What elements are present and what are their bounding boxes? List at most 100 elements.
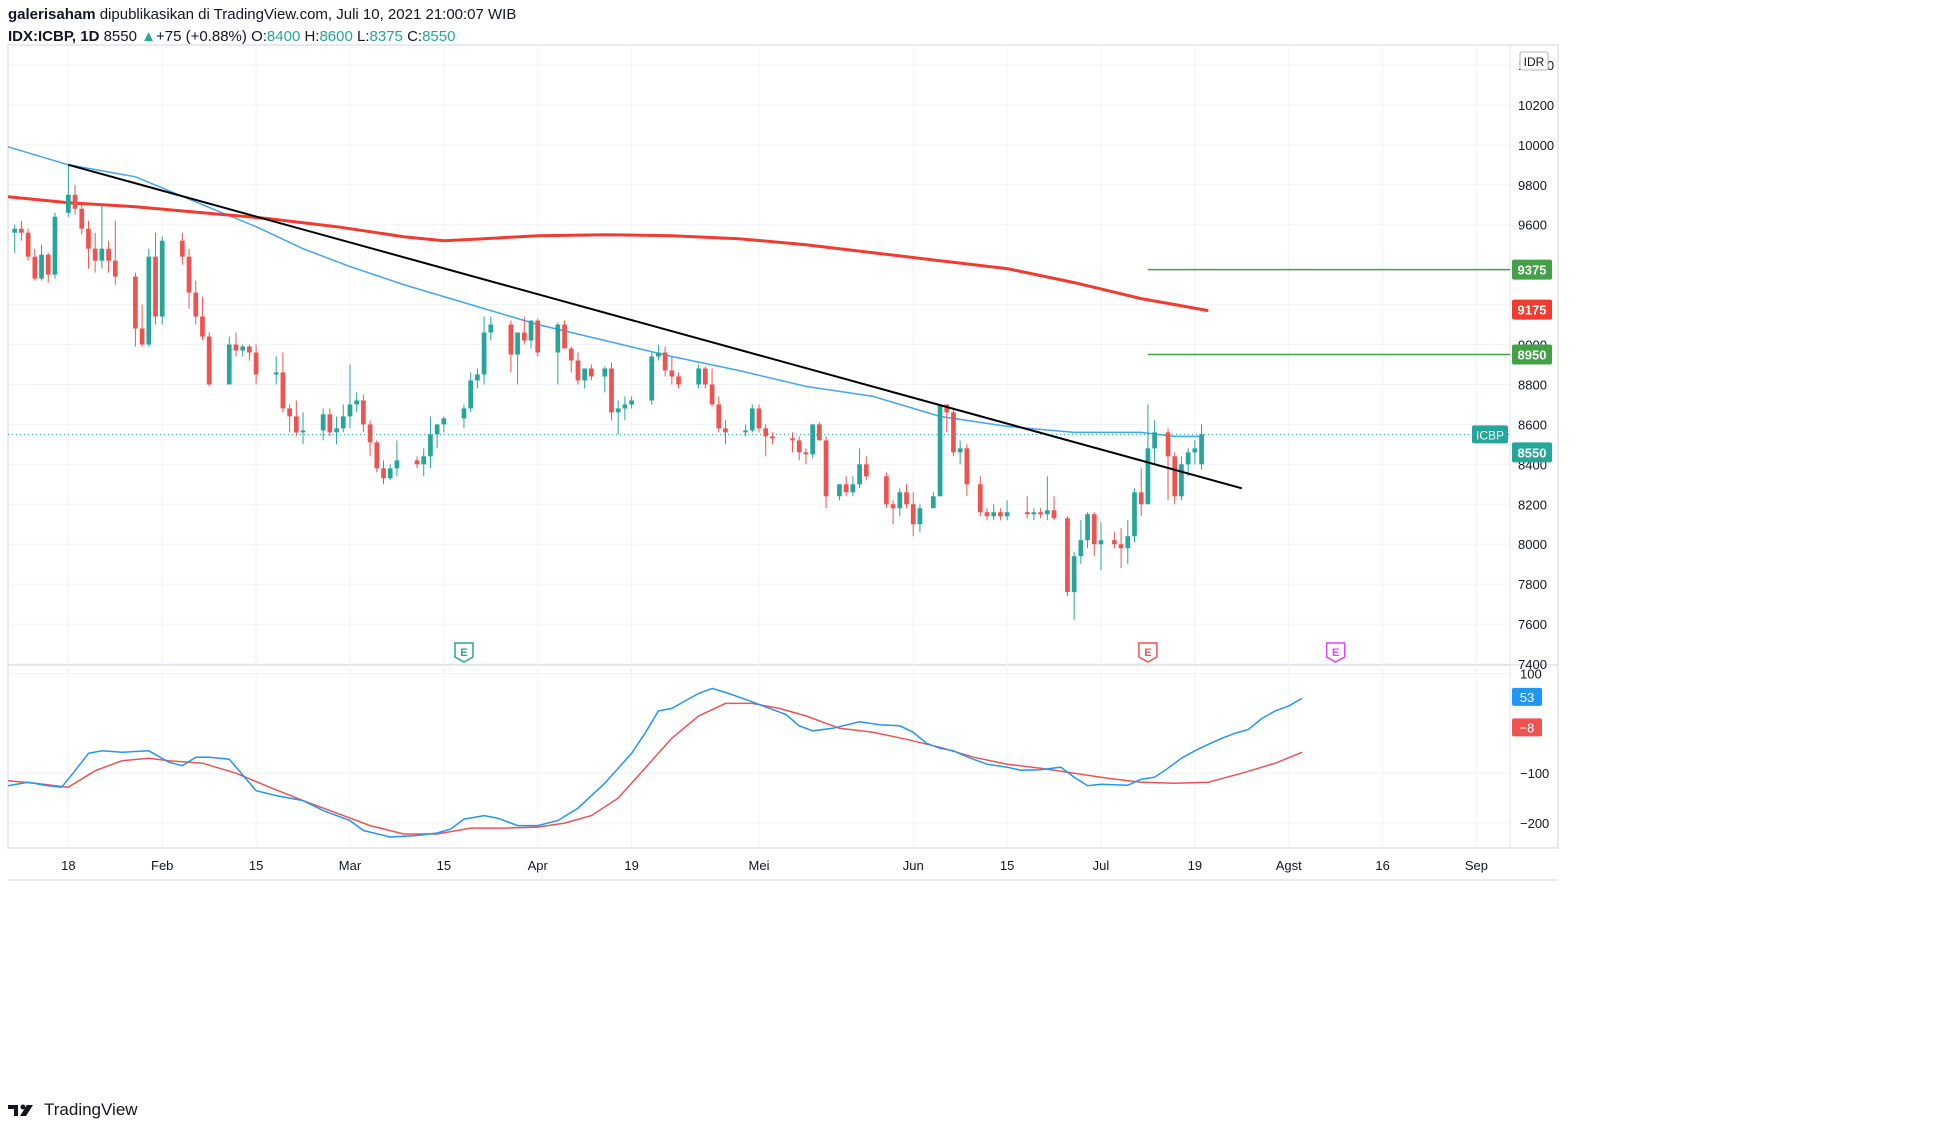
- candle-body: [226, 344, 232, 385]
- candle: [153, 232, 158, 325]
- candle-body: [1051, 510, 1057, 519]
- candle-body: [461, 408, 467, 419]
- candle: [535, 318, 541, 357]
- candle-body: [354, 400, 360, 405]
- osc-main-line: [7, 687, 1303, 838]
- candle: [1112, 532, 1117, 549]
- candle-body: [39, 254, 44, 279]
- candle-body: [562, 324, 567, 349]
- osc-tick-label: 100: [1520, 666, 1542, 681]
- candle: [179, 232, 185, 265]
- candle: [796, 436, 802, 461]
- candle: [206, 332, 212, 387]
- candle: [763, 424, 769, 457]
- price-badge-label: 9375: [1518, 263, 1547, 278]
- earnings-marker-icon: E: [454, 642, 474, 663]
- candle-body: [823, 440, 829, 497]
- price-badge-label: 9175: [1518, 303, 1547, 318]
- candle: [622, 396, 628, 421]
- candle: [287, 404, 292, 433]
- price-tick-label: 7400: [1518, 657, 1547, 672]
- time-tick-label: Feb: [151, 858, 173, 873]
- candle: [508, 320, 514, 373]
- candle: [582, 368, 588, 389]
- candle-body: [468, 380, 474, 409]
- candle: [991, 504, 997, 521]
- candle-body: [770, 436, 775, 439]
- candle: [521, 316, 527, 345]
- candle: [320, 408, 326, 441]
- candle-body: [1038, 512, 1043, 515]
- candle: [25, 228, 31, 261]
- candle-body: [153, 256, 158, 317]
- candle: [334, 416, 339, 445]
- candle-body: [1091, 514, 1097, 545]
- candle: [240, 344, 246, 357]
- candle: [12, 224, 18, 253]
- candle-body: [488, 324, 494, 333]
- candle: [1138, 468, 1144, 517]
- candle: [1172, 452, 1178, 505]
- ma-slow-line: [7, 195, 1209, 313]
- candle-body: [374, 442, 380, 469]
- candle-body: [66, 194, 71, 213]
- candle: [186, 248, 192, 309]
- candle-body: [414, 460, 420, 465]
- candle-body: [917, 508, 923, 525]
- candle-body: [247, 346, 252, 353]
- candle-body: [79, 208, 85, 229]
- candle-body: [287, 408, 292, 417]
- candle-body: [609, 368, 614, 413]
- candle-body: [649, 356, 655, 401]
- candle: [1038, 508, 1043, 519]
- candle: [1199, 424, 1204, 470]
- candle: [910, 492, 916, 537]
- candle-body: [1024, 512, 1030, 515]
- earnings-label: E: [1144, 647, 1151, 659]
- time-tick-label: Apr: [528, 858, 549, 873]
- price-tick-label: 10000: [1518, 138, 1554, 153]
- candle: [441, 416, 447, 433]
- candle-body: [52, 216, 58, 275]
- candle-body: [991, 512, 997, 517]
- candle-body: [508, 324, 514, 355]
- candle-body: [481, 332, 487, 375]
- candle: [1152, 420, 1157, 465]
- publisher-name[interactable]: galerisaham: [8, 6, 96, 23]
- candle-body: [200, 316, 205, 337]
- candle-body: [193, 292, 199, 317]
- candle: [937, 404, 943, 497]
- candle-body: [99, 248, 105, 261]
- currency-box: [1519, 51, 1549, 71]
- candle: [669, 356, 675, 385]
- candle: [528, 320, 534, 349]
- price-badge-label: 8550: [1518, 445, 1547, 460]
- candle-body: [857, 464, 862, 485]
- candle: [803, 448, 809, 465]
- candle-body: [528, 320, 534, 341]
- candle-body: [589, 368, 594, 377]
- price-tick-label: 9800: [1518, 178, 1547, 193]
- candle: [1024, 496, 1030, 519]
- time-tick-label: 19: [624, 858, 638, 873]
- earnings-badge: [454, 642, 474, 663]
- candle-body: [159, 240, 165, 317]
- candle-body: [521, 332, 527, 341]
- price-badge: [1512, 259, 1552, 280]
- candle: [280, 352, 286, 413]
- tradingview-brand[interactable]: TradingView: [8, 1100, 138, 1120]
- time-tick-label: Jun: [903, 858, 924, 873]
- published-text: dipublikasikan di TradingView.com, Juli …: [99, 6, 517, 23]
- price-badge: [1512, 344, 1552, 365]
- candle: [133, 272, 138, 347]
- candle-body: [656, 352, 661, 357]
- candle-body: [964, 448, 970, 485]
- candle-body: [387, 468, 393, 479]
- publish-info: galerisaham dipublikasikan di TradingVie…: [8, 6, 516, 23]
- candle-body: [367, 424, 373, 443]
- candle-body: [723, 428, 728, 433]
- candle: [45, 252, 51, 283]
- candle: [629, 396, 634, 409]
- candle-body: [25, 232, 31, 257]
